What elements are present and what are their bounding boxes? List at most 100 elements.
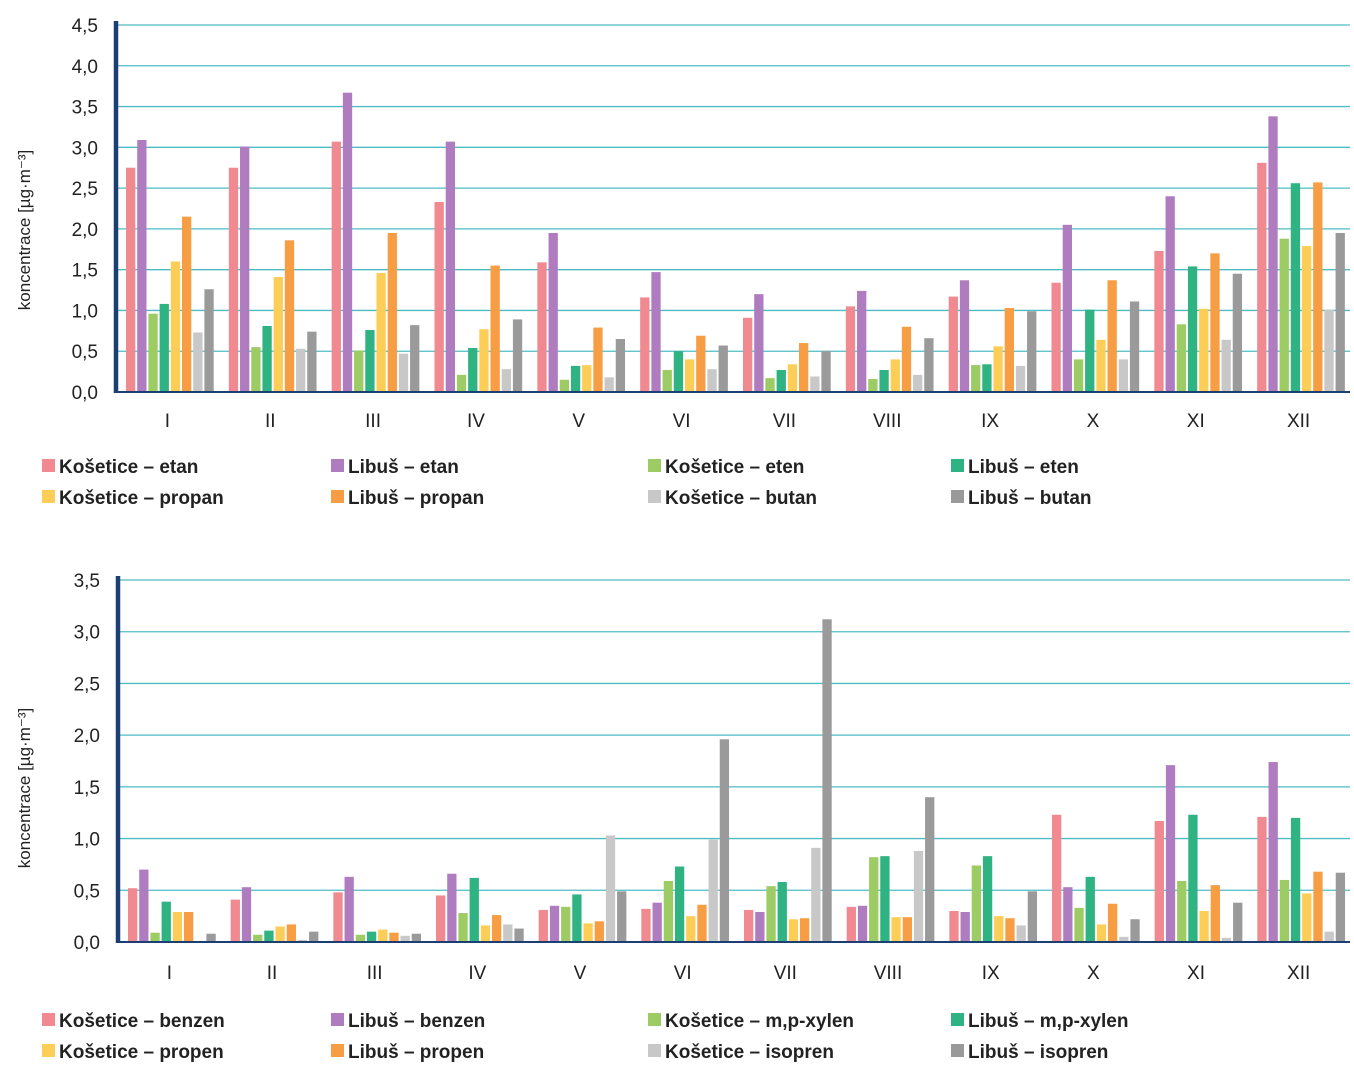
x-tick-label: XI bbox=[1187, 963, 1205, 984]
bar bbox=[811, 847, 821, 942]
bar bbox=[1335, 232, 1345, 392]
bar bbox=[1232, 273, 1243, 392]
bar bbox=[378, 929, 388, 942]
y-tick-label: 0,0 bbox=[74, 933, 100, 954]
bar bbox=[594, 921, 604, 942]
bar bbox=[172, 912, 183, 942]
x-tick-label: IX bbox=[982, 963, 1000, 984]
bar bbox=[297, 939, 308, 942]
legend-label: Libuš – benzen bbox=[348, 1011, 485, 1032]
bar bbox=[240, 146, 250, 392]
bar bbox=[150, 932, 160, 942]
bar bbox=[891, 917, 901, 942]
bar bbox=[948, 296, 958, 392]
bar bbox=[1187, 266, 1198, 392]
bar bbox=[901, 326, 912, 392]
bar bbox=[456, 374, 467, 392]
legend-label: Košetice – m,p-xylen bbox=[665, 1011, 854, 1032]
bar bbox=[184, 912, 194, 942]
bar bbox=[342, 92, 353, 393]
bar bbox=[651, 272, 661, 392]
x-tick-label: VIII bbox=[874, 963, 903, 984]
bar bbox=[193, 332, 203, 392]
bar bbox=[411, 933, 422, 942]
x-tick-label: I bbox=[165, 411, 170, 432]
bar bbox=[410, 325, 420, 392]
bar bbox=[744, 909, 754, 942]
bar bbox=[959, 280, 970, 392]
bar bbox=[366, 931, 377, 942]
bar bbox=[333, 892, 343, 942]
bar bbox=[148, 313, 158, 392]
bar bbox=[230, 899, 240, 942]
x-tick-label: VI bbox=[674, 963, 692, 984]
bar bbox=[684, 359, 695, 392]
bar bbox=[605, 835, 616, 942]
bar bbox=[776, 369, 786, 392]
bar bbox=[846, 906, 856, 942]
x-tick-label: II bbox=[265, 411, 276, 432]
bar bbox=[1016, 925, 1026, 942]
bar bbox=[673, 351, 684, 392]
bar bbox=[640, 297, 650, 392]
bar bbox=[537, 262, 547, 392]
bar bbox=[880, 856, 890, 942]
bar bbox=[1165, 196, 1175, 392]
bar bbox=[696, 335, 706, 392]
bar bbox=[800, 918, 810, 942]
bar bbox=[480, 925, 491, 942]
bar bbox=[662, 369, 672, 392]
x-tick-label: XII bbox=[1287, 411, 1310, 432]
legend-swatch bbox=[951, 490, 964, 503]
bar bbox=[787, 364, 798, 392]
bar bbox=[743, 317, 753, 392]
y-tick-label: 0,5 bbox=[74, 881, 100, 902]
x-tick-label: V bbox=[574, 963, 587, 984]
bar bbox=[1290, 817, 1301, 942]
bar bbox=[344, 876, 354, 942]
bar bbox=[354, 350, 364, 392]
bar bbox=[1154, 820, 1164, 942]
bar bbox=[309, 931, 319, 942]
legend-label: Košetice – propen bbox=[59, 1042, 224, 1063]
bar bbox=[1118, 359, 1128, 392]
bar bbox=[447, 873, 457, 942]
bar bbox=[766, 886, 776, 942]
bar bbox=[398, 353, 409, 392]
bar bbox=[284, 240, 295, 392]
bar bbox=[1210, 253, 1220, 392]
bar bbox=[572, 894, 582, 942]
bar bbox=[993, 346, 1003, 392]
y-tick-label: 4,0 bbox=[72, 57, 98, 78]
y-tick-label: 2,0 bbox=[72, 220, 98, 241]
bar bbox=[1107, 280, 1117, 392]
bar bbox=[1085, 876, 1095, 942]
chart-aromatics-alkenes: 0,0 0,5 1,0 1,5 2,0 2,5 3,0 3,5 koncentrace [µg·… bbox=[15, 571, 1350, 1063]
legend-label: Libuš – eten bbox=[968, 457, 1079, 478]
legend-swatch bbox=[42, 1044, 55, 1057]
bar bbox=[982, 856, 993, 942]
bar bbox=[755, 912, 765, 942]
x-tick-label: I bbox=[167, 963, 172, 984]
bar bbox=[845, 306, 856, 392]
legend-label: Košetice – butan bbox=[665, 488, 817, 509]
bar bbox=[582, 365, 592, 392]
bar bbox=[821, 351, 831, 392]
chart-hydrocarbons-c2-c4: 0,0 0,5 1,0 1,5 2,0 2,5 3,0 3,5 4,0 4,5 koncentrac… bbox=[15, 16, 1350, 509]
bar bbox=[1290, 183, 1301, 392]
bar bbox=[1130, 919, 1140, 942]
y-axis-title: koncentrace [µg·m⁻³] bbox=[15, 150, 34, 311]
y-tick-label: 3,0 bbox=[72, 138, 98, 159]
bar bbox=[1210, 885, 1220, 942]
x-tick-label: V bbox=[572, 411, 585, 432]
legend-swatch bbox=[648, 1044, 661, 1057]
bar bbox=[468, 347, 478, 392]
bar bbox=[982, 364, 992, 392]
legend-label: Libuš – butan bbox=[968, 488, 1092, 509]
bar bbox=[641, 908, 651, 942]
bar bbox=[810, 376, 820, 392]
bar bbox=[538, 909, 548, 942]
y-tick-label: 0,5 bbox=[72, 342, 98, 363]
bar bbox=[663, 880, 674, 942]
